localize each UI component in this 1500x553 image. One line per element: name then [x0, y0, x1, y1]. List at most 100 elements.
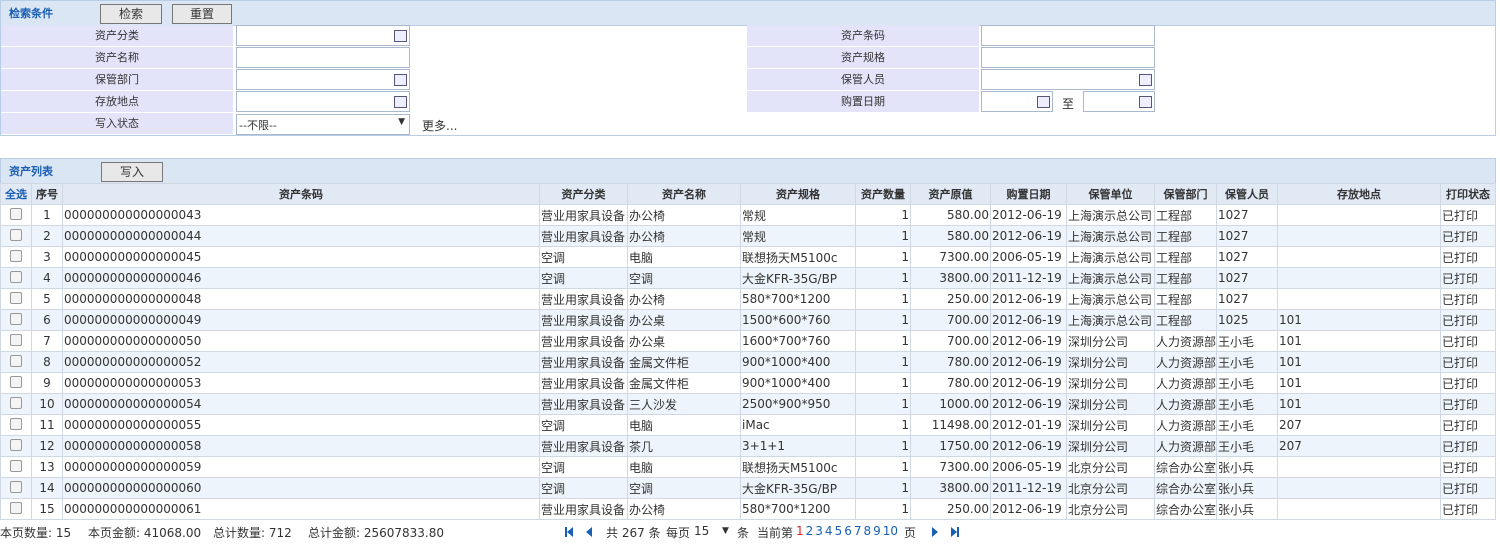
write-button[interactable]: 写入 [101, 162, 163, 182]
row-checkbox[interactable] [10, 438, 22, 451]
field-input[interactable] [236, 47, 410, 68]
table-cell: 深圳分公司 [1066, 351, 1155, 373]
row-checkbox[interactable] [10, 459, 22, 472]
table-row: 10 000000000000000054 营业用家具设备 三人沙发 2500*900*… [0, 393, 1496, 415]
field-input[interactable] [236, 91, 410, 112]
page-link[interactable]: 5 [834, 524, 843, 538]
picker-icon[interactable] [394, 74, 407, 86]
select-value: --不限-- [239, 119, 277, 132]
table-cell: 营业用家具设备 [539, 204, 628, 226]
page-link[interactable]: 4 [824, 524, 833, 538]
row-checkbox[interactable] [10, 480, 22, 493]
row-checkbox[interactable] [10, 354, 22, 367]
page-link[interactable]: 10 [882, 524, 899, 538]
search-button[interactable]: 检索 [100, 4, 162, 24]
more-link[interactable]: 更多... [422, 119, 458, 133]
table-cell: 空调 [627, 267, 741, 289]
column-header: 资产分类 [539, 183, 628, 205]
select-arrow: ▼ [398, 117, 405, 127]
pager-bar[interactable] [565, 527, 567, 537]
pager-page-unit: 页 [904, 526, 917, 540]
field-input[interactable] [981, 47, 1155, 68]
select-all[interactable]: 全选 [0, 183, 32, 205]
table-cell: 1 [855, 372, 911, 394]
calendar-icon[interactable] [1139, 96, 1152, 108]
table-cell: 580.00 [910, 225, 991, 247]
field-input[interactable] [981, 69, 1155, 90]
table-cell: 000000000000000043 [62, 204, 540, 226]
row-checkbox[interactable] [10, 501, 22, 514]
table-cell: 1 [855, 498, 911, 520]
table-cell: 大金KFR-35G/BP [740, 477, 856, 499]
pager-size[interactable]: 15 [694, 524, 710, 538]
column-header: 资产数量 [855, 183, 911, 205]
date-input[interactable] [981, 91, 1053, 112]
table-cell: 000000000000000046 [62, 267, 540, 289]
table-cell: 3800.00 [910, 267, 991, 289]
table-cell: 1 [855, 288, 911, 310]
row-checkbox[interactable] [10, 417, 22, 430]
field-input[interactable] [981, 25, 1155, 46]
table-cell: 2012-06-19 [990, 330, 1067, 352]
table-cell: 3+1+1 [740, 435, 856, 457]
table-cell: 000000000000000045 [62, 246, 540, 268]
table-cell: 空调 [539, 246, 628, 268]
page-link[interactable]: 7 [853, 524, 862, 538]
page-link[interactable]: 3 [815, 524, 823, 538]
pager-size-arrow[interactable]: ▼ [722, 526, 729, 536]
pager-arrow[interactable] [951, 527, 957, 537]
row-checkbox[interactable] [10, 375, 22, 388]
picker-icon[interactable] [394, 96, 407, 108]
table-cell: 营业用家具设备 [539, 498, 628, 520]
table-cell: 办公椅 [627, 225, 741, 247]
field-input[interactable] [236, 69, 410, 90]
table-cell: 2012-06-19 [990, 498, 1067, 520]
table-cell: 工程部 [1154, 225, 1217, 247]
page-link[interactable]: 9 [873, 524, 881, 538]
reset-button[interactable]: 重置 [172, 4, 232, 24]
picker-icon[interactable] [394, 30, 407, 42]
table-cell: 1 [855, 477, 911, 499]
table-cell: 2012-06-19 [990, 435, 1067, 457]
page-link[interactable]: 2 [805, 524, 814, 538]
row-checkbox[interactable] [10, 249, 22, 262]
table-cell: 已打印 [1440, 309, 1496, 331]
status-select[interactable]: --不限-- ▼ [236, 114, 410, 135]
table-cell: 900*1000*400 [740, 372, 856, 394]
column-header: 保管人员 [1216, 183, 1278, 205]
table-cell: 联想扬天M5100c [740, 246, 856, 268]
table-cell: 已打印 [1440, 498, 1496, 520]
table-cell: 已打印 [1440, 330, 1496, 352]
table-cell: 2012-06-19 [990, 309, 1067, 331]
picker-icon[interactable] [1139, 74, 1152, 86]
table-cell: 7300.00 [910, 246, 991, 268]
row-checkbox[interactable] [10, 312, 22, 325]
page-link[interactable]: 1 [796, 524, 804, 538]
calendar-icon[interactable] [1037, 96, 1050, 108]
page-link[interactable]: 8 [863, 524, 872, 538]
pager-arrow[interactable] [932, 527, 938, 537]
row-checkbox[interactable] [10, 333, 22, 346]
row-checkbox[interactable] [10, 291, 22, 304]
table-cell: 000000000000000058 [62, 435, 540, 457]
pager-arrow[interactable] [567, 527, 573, 537]
table-cell: 王小毛 [1216, 393, 1278, 415]
table-cell: 营业用家具设备 [539, 225, 628, 247]
table-cell: 工程部 [1154, 309, 1217, 331]
table-cell: 1 [855, 309, 911, 331]
field-input[interactable] [236, 25, 410, 46]
row-checkbox[interactable] [10, 396, 22, 409]
table-row: 5 000000000000000048 营业用家具设备 办公椅 580*700*120… [0, 288, 1496, 310]
row-checkbox[interactable] [10, 228, 22, 241]
table-cell: 空调 [539, 477, 628, 499]
table-cell: 营业用家具设备 [539, 309, 628, 331]
row-checkbox-cell [0, 309, 32, 331]
table-cell: 101 [1277, 309, 1441, 331]
row-checkbox[interactable] [10, 207, 22, 220]
pager-bar[interactable] [957, 527, 959, 537]
row-checkbox[interactable] [10, 270, 22, 283]
date-input[interactable] [1083, 91, 1155, 112]
page-link[interactable]: 6 [844, 524, 852, 538]
pager-arrow[interactable] [586, 527, 592, 537]
table-cell: 900*1000*400 [740, 351, 856, 373]
